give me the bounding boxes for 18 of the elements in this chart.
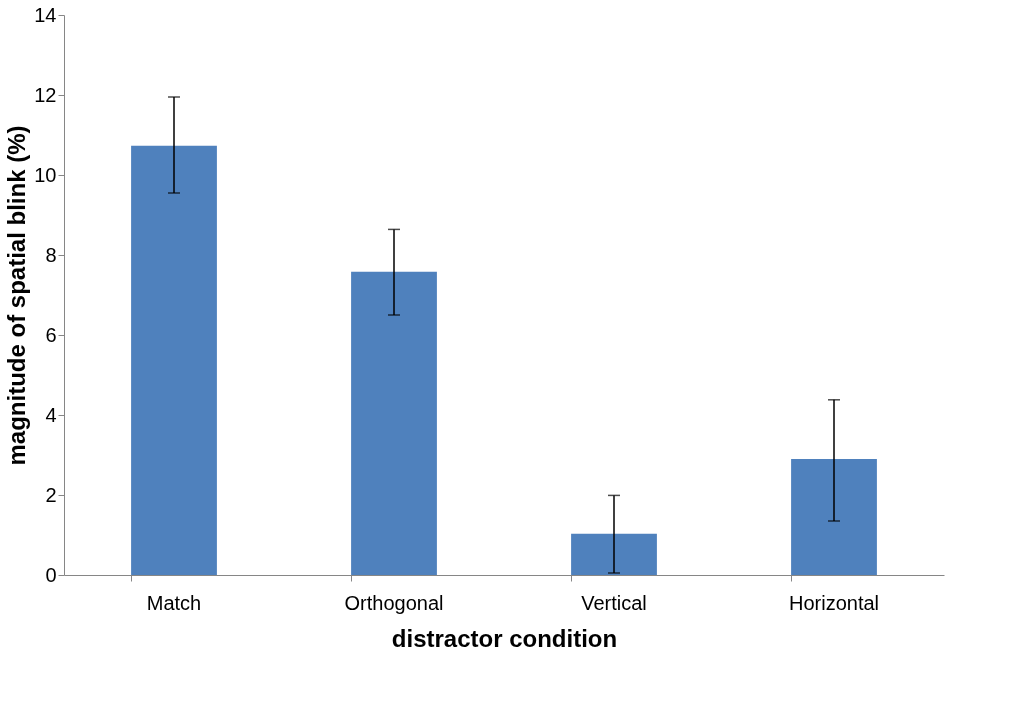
y-tick-label: 10 [34,163,57,186]
x-axis-title: distractor condition [391,624,618,652]
y-tick-label: 14 [34,3,57,26]
y-axis-title: magnitude of spatial blink (%) [3,125,31,466]
x-tick-label: Orthogonal [344,591,444,614]
x-tick-label: Match [146,591,202,614]
y-tick-label: 12 [34,83,57,106]
y-tick-label: 6 [45,323,57,346]
x-tick-label: Vertical [581,591,647,614]
bar [131,145,217,575]
y-tick-label: 4 [45,403,57,426]
y-tick-label: 0 [45,563,57,586]
y-tick-label: 8 [45,243,57,266]
bar [791,459,877,575]
x-tick-label: Horizontal [788,591,880,614]
y-tick-label: 2 [45,483,57,506]
bar [351,271,437,575]
bar [571,533,657,575]
